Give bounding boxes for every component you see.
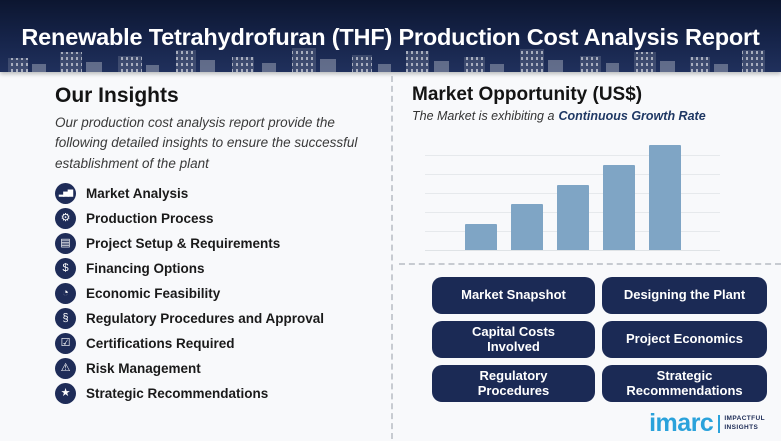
insight-label: Regulatory Procedures and Approval [86,310,325,326]
chart-bar [510,204,543,250]
pie-chart-icon: ◔ [55,282,76,304]
insight-label: Economic Feasibility [86,285,221,301]
insight-label: Production Process [86,210,214,226]
insight-item: § Regulatory Procedures and Approval [55,307,387,329]
report-title: Renewable Tetrahydrofuran (THF) Producti… [21,24,760,50]
button-label: Strategic Recommendations [626,367,743,398]
checklist-icon: ☑ [55,332,76,354]
vertical-dashed-divider [391,76,393,439]
insight-label: Financing Options [86,260,205,276]
chart-bar [602,165,635,250]
strategic-recommendations-button[interactable]: Strategic Recommendations [602,365,767,402]
button-label: Designing the Plant [623,287,746,303]
header-banner: Renewable Tetrahydrofuran (THF) Producti… [0,0,781,72]
insight-label: Risk Management [86,360,201,376]
market-subtitle-plain: The Market is exhibiting a [412,109,555,123]
logo-divider [718,414,721,433]
insights-description: Our production cost analysis report prov… [55,115,358,171]
insights-heading: Our Insights [55,84,179,107]
horizontal-dashed-divider [399,263,781,265]
gear-icon: ⚙ [55,207,76,229]
button-label: Capital Costs Involved [471,323,556,354]
document-icon: ▤ [55,232,76,254]
idea-icon: ★ [55,382,76,404]
logo-tagline-line1: IMPACTFUL [724,415,765,423]
insight-label: Strategic Recommendations [86,385,269,401]
market-subtitle: The Market is exhibiting a Continuous Gro… [412,109,770,123]
money-icon: $ [55,257,76,279]
insight-item: ◔ Economic Feasibility [55,282,387,304]
chart-bar [464,224,497,250]
insight-label: Project Setup & Requirements [86,235,281,251]
insight-item: ☑ Certifications Required [55,332,387,354]
insight-item: ⚠ Risk Management [55,357,387,379]
insight-label: Certifications Required [86,335,235,351]
report-sections-grid: Market Snapshot Designing the Plant Capi… [432,277,767,402]
designing-the-plant-button[interactable]: Designing the Plant [602,277,767,314]
market-growth-chart [425,143,720,251]
city-skyline-graphic [8,48,765,72]
button-label: Market Snapshot [461,287,566,303]
button-label: Project Economics [625,331,744,347]
insight-item: ⚙ Production Process [55,207,387,229]
imarc-wordmark: imarc [649,409,714,437]
bar-chart-icon: ▂▅▇ [55,182,76,204]
imarc-logo: imarc IMPACTFUL INSIGHTS [649,411,765,436]
capital-costs-button[interactable]: Capital Costs Involved [432,321,595,358]
chart-bar [556,185,589,250]
market-panel: Market Opportunity (US$) The Market is e… [412,84,770,123]
project-economics-button[interactable]: Project Economics [602,321,767,358]
chart-bar [648,145,681,250]
insight-item: ★ Strategic Recommendations [55,382,387,404]
warning-icon: ⚠ [55,357,76,379]
logo-tagline: IMPACTFUL INSIGHTS [724,415,765,432]
logo-tagline-line2: INSIGHTS [724,423,759,431]
regulatory-procedures-button[interactable]: Regulatory Procedures [432,365,595,402]
market-heading: Market Opportunity (US$) [412,84,643,105]
insight-label: Market Analysis [86,185,189,201]
market-snapshot-button[interactable]: Market Snapshot [432,277,595,314]
insight-item: ▂▅▇ Market Analysis [55,182,387,204]
legal-section-icon: § [55,307,76,329]
insight-item: $ Financing Options [55,257,387,279]
insight-item: ▤ Project Setup & Requirements [55,232,387,254]
button-label: Regulatory Procedures [477,367,550,398]
insights-panel: Our Insights Our production cost analysi… [55,84,387,408]
market-subtitle-bold: Continuous Growth Rate [558,109,706,123]
